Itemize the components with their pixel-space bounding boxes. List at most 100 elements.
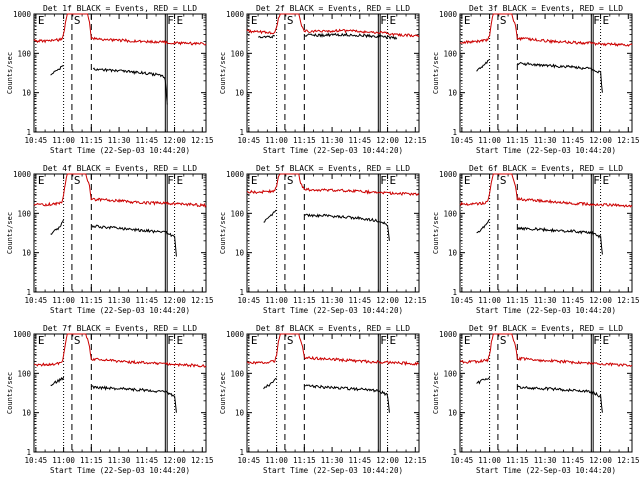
x-tick-label: 11:45 — [349, 136, 372, 145]
interval-marker-label: S — [500, 14, 507, 27]
y-axis-label: Counts/sec — [219, 372, 227, 414]
x-tick-label: 11:45 — [136, 456, 159, 465]
interval-marker-label: E — [464, 174, 471, 187]
x-axis-label: Start Time (22-Sep-03 10:44:20) — [476, 306, 616, 315]
x-tick-label: 12:15 — [617, 136, 640, 145]
x-tick-label: 11:30 — [108, 136, 131, 145]
x-tick-label: 11:45 — [136, 296, 159, 305]
y-tick-label: 1 — [452, 128, 457, 137]
y-axis-label: Counts/sec — [432, 212, 440, 254]
interval-marker-label: F — [380, 334, 387, 347]
x-axis-label: Start Time (22-Sep-03 10:44:20) — [476, 146, 616, 155]
interval-marker-label: E — [177, 334, 184, 347]
panel-det-9: Det 9f BLACK = Events, RED = LLD 1 10 100 10… — [432, 324, 640, 475]
x-tick-label: 10:45 — [25, 136, 48, 145]
x-tick-label: 12:00 — [376, 456, 399, 465]
event-rate-line — [516, 61, 603, 93]
y-tick-label: 1000 — [13, 170, 32, 179]
y-tick-label: 1 — [26, 288, 31, 297]
y-tick-label: 1000 — [226, 330, 245, 339]
x-tick-label: 12:00 — [163, 136, 186, 145]
x-tick-label: 12:15 — [617, 296, 640, 305]
y-axis-label: Counts/sec — [432, 372, 440, 414]
event-rate-line — [476, 59, 490, 72]
y-tick-label: 1 — [26, 128, 31, 137]
x-tick-label: 12:15 — [404, 136, 427, 145]
event-rate-line — [90, 385, 177, 413]
x-tick-label: 11:30 — [321, 456, 344, 465]
plot-frame — [33, 13, 207, 133]
panel-title: Det 8f BLACK = Events, RED = LLD — [256, 324, 410, 333]
interval-marker-label: F — [593, 14, 600, 27]
y-tick-label: 100 — [230, 209, 244, 218]
x-tick-label: 11:30 — [321, 296, 344, 305]
plot-frame — [459, 173, 633, 293]
panel-title: Det 1f BLACK = Events, RED = LLD — [43, 4, 197, 13]
x-tick-label: 10:45 — [451, 136, 474, 145]
panel-det-5: Det 5f BLACK = Events, RED = LLD 1 10 100 10… — [219, 164, 427, 315]
y-tick-label: 100 — [443, 209, 457, 218]
x-tick-label: 11:30 — [534, 296, 557, 305]
y-tick-label: 100 — [17, 49, 31, 58]
event-rate-line — [303, 32, 398, 40]
x-tick-label: 11:15 — [293, 136, 316, 145]
panel-title: Det 7f BLACK = Events, RED = LLD — [43, 324, 197, 333]
y-tick-label: 100 — [443, 49, 457, 58]
event-rate-line — [50, 219, 65, 235]
lld-rate-line — [459, 173, 633, 208]
x-tick-label: 12:15 — [404, 456, 427, 465]
x-tick-label: 11:00 — [52, 136, 75, 145]
x-tick-label: 11:45 — [136, 136, 159, 145]
event-rate-line — [304, 213, 390, 241]
panel-det-2: Det 2f BLACK = Events, RED = LLD 1 10 100 10… — [219, 4, 427, 155]
y-axis-label: Counts/sec — [219, 52, 227, 94]
y-tick-label: 10 — [448, 89, 458, 98]
interval-marker-label: E — [603, 174, 610, 187]
lld-rate-line — [246, 13, 420, 38]
interval-marker-label: S — [287, 174, 294, 187]
panel-det-7: Det 7f BLACK = Events, RED = LLD 1 10 100 10… — [6, 324, 214, 475]
x-tick-label: 11:00 — [265, 136, 288, 145]
panel-title: Det 6f BLACK = Events, RED = LLD — [469, 164, 623, 173]
event-rate-line — [258, 34, 275, 39]
x-tick-label: 10:45 — [238, 456, 261, 465]
x-axis-label: Start Time (22-Sep-03 10:44:20) — [263, 146, 403, 155]
y-tick-label: 1000 — [439, 10, 458, 19]
interval-marker-label: S — [74, 174, 81, 187]
x-axis-label: Start Time (22-Sep-03 10:44:20) — [476, 466, 616, 475]
panel-title: Det 9f BLACK = Events, RED = LLD — [469, 324, 623, 333]
lld-rate-line — [459, 333, 633, 367]
x-tick-label: 11:45 — [349, 296, 372, 305]
event-rate-line — [50, 376, 65, 387]
panel-det-3: Det 3f BLACK = Events, RED = LLD 1 10 100 10… — [432, 4, 640, 155]
y-tick-label: 1 — [239, 288, 244, 297]
y-tick-label: 1 — [452, 288, 457, 297]
x-tick-label: 11:00 — [265, 456, 288, 465]
y-tick-label: 10 — [235, 249, 245, 258]
x-tick-label: 12:00 — [163, 456, 186, 465]
x-tick-label: 12:15 — [191, 456, 214, 465]
x-tick-label: 12:00 — [376, 296, 399, 305]
interval-marker-label: F — [167, 14, 174, 27]
y-tick-label: 100 — [443, 369, 457, 378]
x-tick-label: 11:45 — [562, 296, 585, 305]
interval-marker-label: S — [74, 334, 81, 347]
x-tick-label: 10:45 — [451, 296, 474, 305]
y-tick-label: 100 — [230, 49, 244, 58]
x-tick-label: 11:00 — [52, 456, 75, 465]
lld-rate-line — [33, 173, 207, 208]
interval-marker-label: E — [464, 334, 471, 347]
interval-marker-label: F — [167, 174, 174, 187]
x-axis-label: Start Time (22-Sep-03 10:44:20) — [50, 466, 190, 475]
interval-marker-label: F — [593, 334, 600, 347]
panel-title: Det 4f BLACK = Events, RED = LLD — [43, 164, 197, 173]
x-axis-label: Start Time (22-Sep-03 10:44:20) — [50, 306, 190, 315]
x-tick-label: 11:00 — [52, 296, 75, 305]
y-axis-label: Counts/sec — [6, 212, 14, 254]
x-tick-label: 11:15 — [80, 296, 103, 305]
event-rate-line — [263, 209, 277, 223]
lld-rate-line — [33, 13, 207, 46]
x-tick-label: 11:00 — [265, 296, 288, 305]
plot-frame — [459, 13, 633, 133]
plot-frame — [246, 173, 420, 293]
